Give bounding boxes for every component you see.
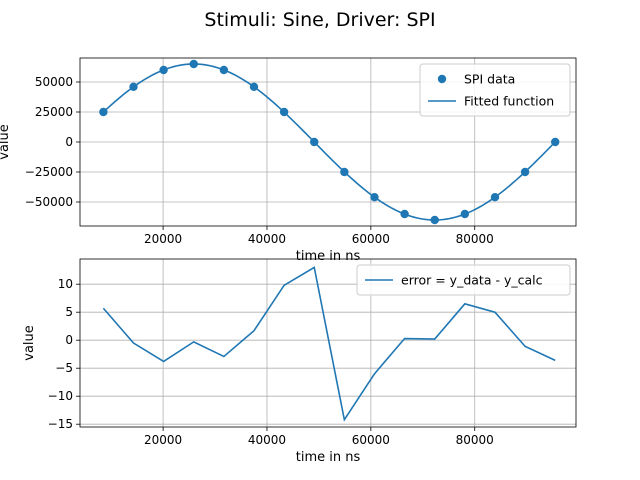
fitted-function-line bbox=[102, 63, 556, 221]
y-tick-label: −25000 bbox=[25, 165, 73, 179]
x-axis-label: time in ns bbox=[296, 450, 361, 465]
legend-label: error = y_data - y_calc bbox=[401, 273, 543, 288]
error-line bbox=[102, 266, 556, 422]
legend-label: SPI data bbox=[464, 72, 515, 87]
legend: error = y_data - y_calc bbox=[356, 264, 571, 296]
legend-box bbox=[356, 264, 571, 296]
y-tick-label: −10 bbox=[48, 389, 73, 403]
y-tick-label: 5 bbox=[65, 305, 73, 319]
x-tick-label: 60000 bbox=[352, 232, 390, 246]
x-tick-label: 80000 bbox=[456, 433, 494, 447]
legend-box bbox=[419, 63, 571, 117]
y-axis-label: value bbox=[22, 325, 37, 361]
axes-frame bbox=[79, 258, 577, 428]
legend: SPI data Fitted function bbox=[419, 63, 571, 117]
y-tick-label: −5 bbox=[55, 361, 73, 375]
x-tick-label: 60000 bbox=[352, 433, 390, 447]
x-tick-label: 20000 bbox=[144, 433, 182, 447]
legend-label: Fitted function bbox=[464, 94, 554, 109]
y-axis-label: value bbox=[0, 124, 12, 160]
bottom-axes: 20000 40000 60000 80000 10 5 0 −5 −10 −15 time in … bbox=[22, 258, 577, 465]
y-tick-label: 0 bbox=[65, 333, 73, 347]
x-tick-label: 40000 bbox=[248, 232, 286, 246]
x-tick-label: 40000 bbox=[248, 433, 286, 447]
y-tick-label: 0 bbox=[65, 135, 73, 149]
y-tick-label: −50000 bbox=[25, 195, 73, 209]
figure-title: Stimuli: Sine, Driver: SPI bbox=[204, 9, 435, 31]
legend-marker bbox=[437, 74, 447, 84]
axes-frame bbox=[79, 57, 577, 227]
y-tick-label: 25000 bbox=[35, 105, 73, 119]
y-tick-label: −15 bbox=[48, 417, 73, 431]
top-axes: 20000 40000 60000 80000 50000 25000 0 −25000 −50… bbox=[0, 57, 577, 264]
x-tick-label: 20000 bbox=[144, 232, 182, 246]
y-tick-label: 50000 bbox=[35, 75, 73, 89]
x-tick-label: 80000 bbox=[456, 232, 494, 246]
y-tick-label: 10 bbox=[58, 277, 73, 291]
x-axis-label: time in ns bbox=[296, 249, 361, 264]
